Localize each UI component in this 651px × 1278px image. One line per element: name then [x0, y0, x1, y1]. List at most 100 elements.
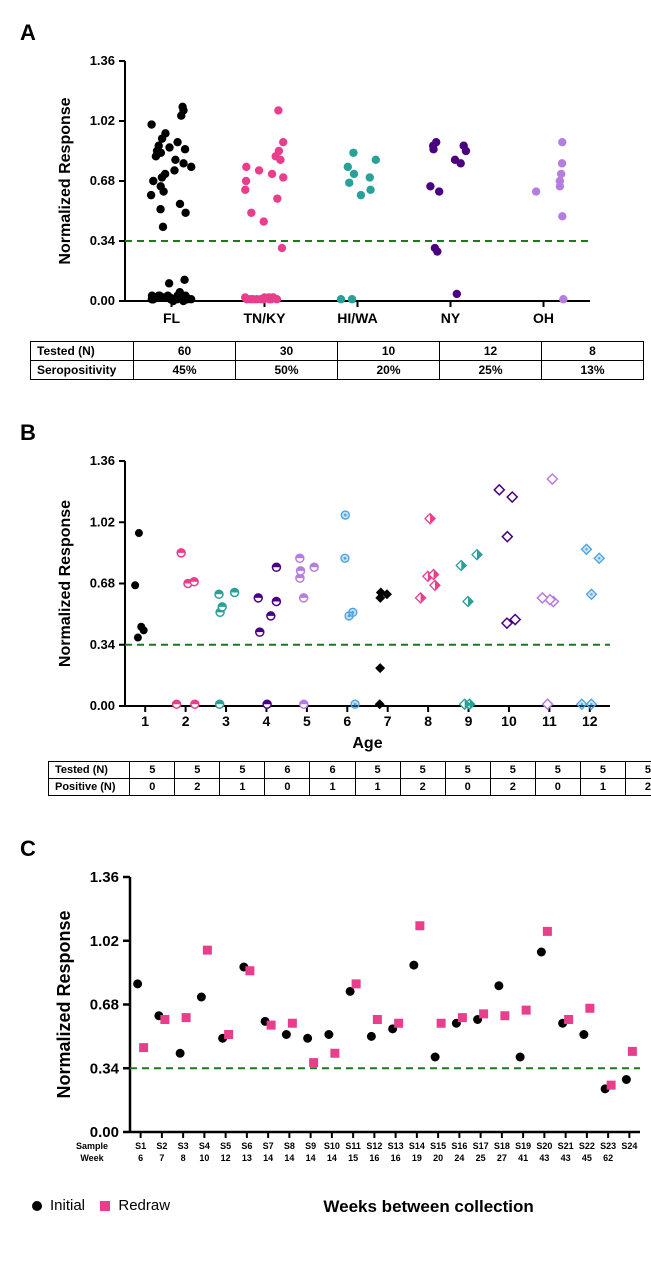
svg-text:16: 16 [391, 1153, 401, 1163]
svg-text:S11: S11 [345, 1141, 361, 1151]
svg-text:19: 19 [412, 1153, 422, 1163]
table-b: Tested (N)555665555555Positive (N)021011… [48, 761, 651, 796]
svg-text:8: 8 [424, 713, 432, 729]
svg-text:Normalized Response: Normalized Response [54, 910, 74, 1098]
svg-text:7: 7 [384, 713, 392, 729]
svg-text:43: 43 [561, 1153, 571, 1163]
svg-text:15: 15 [348, 1153, 358, 1163]
legend-c: Initial Redraw Weeks between collection [30, 1197, 651, 1218]
svg-text:0.00: 0.00 [90, 1124, 119, 1141]
svg-text:7: 7 [159, 1153, 164, 1163]
svg-text:2: 2 [182, 713, 190, 729]
svg-text:TN/KY: TN/KY [244, 310, 287, 326]
chart-c: 0.000.340.681.021.36S16S27S38S410S512S61… [50, 867, 650, 1187]
svg-text:1: 1 [141, 713, 149, 729]
svg-text:45: 45 [582, 1153, 592, 1163]
svg-text:S3: S3 [178, 1141, 189, 1151]
svg-text:14: 14 [284, 1153, 294, 1163]
svg-text:S20: S20 [536, 1141, 552, 1151]
panel-b-label: B [20, 420, 651, 446]
svg-text:12: 12 [221, 1153, 231, 1163]
panel-a: A 0.00 0.34 0.68 1.02 1.36 FL TN/KY HI/WA NY OH No… [20, 20, 651, 380]
panel-c: C 0.000.340.681.021.36S16S27S38S410S512S… [20, 836, 651, 1218]
legend-item: Redraw [98, 1197, 170, 1214]
svg-text:10: 10 [199, 1153, 209, 1163]
svg-text:S10: S10 [324, 1141, 340, 1151]
svg-text:S7: S7 [263, 1141, 274, 1151]
svg-text:10: 10 [501, 713, 517, 729]
svg-text:S8: S8 [284, 1141, 295, 1151]
svg-text:Age: Age [352, 735, 382, 752]
svg-text:S21: S21 [558, 1141, 574, 1151]
svg-text:0.68: 0.68 [90, 576, 115, 591]
svg-text:S22: S22 [579, 1141, 595, 1151]
svg-text:9: 9 [465, 713, 473, 729]
svg-text:4: 4 [263, 713, 271, 729]
svg-text:0.00: 0.00 [90, 293, 115, 308]
svg-text:14: 14 [327, 1153, 337, 1163]
svg-text:0.34: 0.34 [90, 1060, 120, 1077]
table-a: Tested (N)603010128Seropositivity45%50%2… [30, 341, 644, 380]
chart-a: 0.00 0.34 0.68 1.02 1.36 FL TN/KY HI/WA NY OH Norm… [50, 51, 610, 341]
svg-text:NY: NY [441, 310, 461, 326]
svg-text:24: 24 [454, 1153, 464, 1163]
svg-text:S24: S24 [621, 1141, 637, 1151]
svg-text:S9: S9 [305, 1141, 316, 1151]
svg-text:S15: S15 [430, 1141, 446, 1151]
svg-text:1.36: 1.36 [90, 869, 119, 886]
svg-text:Normalized Response: Normalized Response [57, 500, 74, 667]
svg-text:S4: S4 [199, 1141, 210, 1151]
svg-text:25: 25 [476, 1153, 486, 1163]
svg-text:43: 43 [539, 1153, 549, 1163]
svg-text:1.02: 1.02 [90, 113, 115, 128]
svg-text:14: 14 [306, 1153, 316, 1163]
svg-text:0.00: 0.00 [90, 698, 115, 713]
panel-c-label: C [20, 836, 651, 862]
svg-text:14: 14 [263, 1153, 273, 1163]
svg-text:3: 3 [222, 713, 230, 729]
svg-text:Sample: Sample [76, 1141, 108, 1151]
svg-text:6: 6 [343, 713, 351, 729]
svg-text:OH: OH [533, 310, 554, 326]
svg-text:FL: FL [163, 310, 181, 326]
svg-text:S17: S17 [473, 1141, 489, 1151]
svg-text:12: 12 [582, 713, 598, 729]
chart-b: 0.000.340.681.021.36123456789101112AgeNo… [50, 451, 630, 761]
svg-text:S12: S12 [366, 1141, 382, 1151]
svg-text:0.68: 0.68 [90, 173, 115, 188]
svg-text:S6: S6 [241, 1141, 252, 1151]
x-axis-label-c: Weeks between collection [323, 1197, 533, 1217]
svg-text:S16: S16 [451, 1141, 467, 1151]
svg-text:1.36: 1.36 [90, 453, 115, 468]
svg-text:HI/WA: HI/WA [337, 310, 377, 326]
svg-text:S1: S1 [135, 1141, 146, 1151]
svg-text:1.36: 1.36 [90, 53, 115, 68]
svg-text:Normalized Response: Normalized Response [57, 97, 74, 264]
svg-text:Week: Week [80, 1153, 104, 1163]
panel-b: B 0.000.340.681.021.36123456789101112Age… [20, 420, 651, 796]
panel-a-label: A [20, 20, 651, 46]
svg-text:0.68: 0.68 [90, 997, 119, 1014]
svg-text:S19: S19 [515, 1141, 531, 1151]
svg-text:27: 27 [497, 1153, 507, 1163]
svg-text:41: 41 [518, 1153, 528, 1163]
svg-text:0.34: 0.34 [90, 637, 116, 652]
svg-text:S23: S23 [600, 1141, 616, 1151]
svg-text:11: 11 [542, 713, 557, 729]
svg-text:S14: S14 [409, 1141, 425, 1151]
svg-text:1.02: 1.02 [90, 514, 115, 529]
svg-text:8: 8 [181, 1153, 186, 1163]
svg-text:16: 16 [369, 1153, 379, 1163]
svg-text:S2: S2 [156, 1141, 167, 1151]
svg-text:S13: S13 [388, 1141, 404, 1151]
svg-text:20: 20 [433, 1153, 443, 1163]
svg-text:S5: S5 [220, 1141, 231, 1151]
svg-text:6: 6 [138, 1153, 143, 1163]
svg-text:1.02: 1.02 [90, 933, 119, 950]
svg-text:62: 62 [603, 1153, 613, 1163]
svg-text:0.34: 0.34 [90, 233, 116, 248]
svg-text:5: 5 [303, 713, 311, 729]
svg-text:13: 13 [242, 1153, 252, 1163]
legend-item: Initial [30, 1197, 85, 1214]
svg-text:S18: S18 [494, 1141, 510, 1151]
